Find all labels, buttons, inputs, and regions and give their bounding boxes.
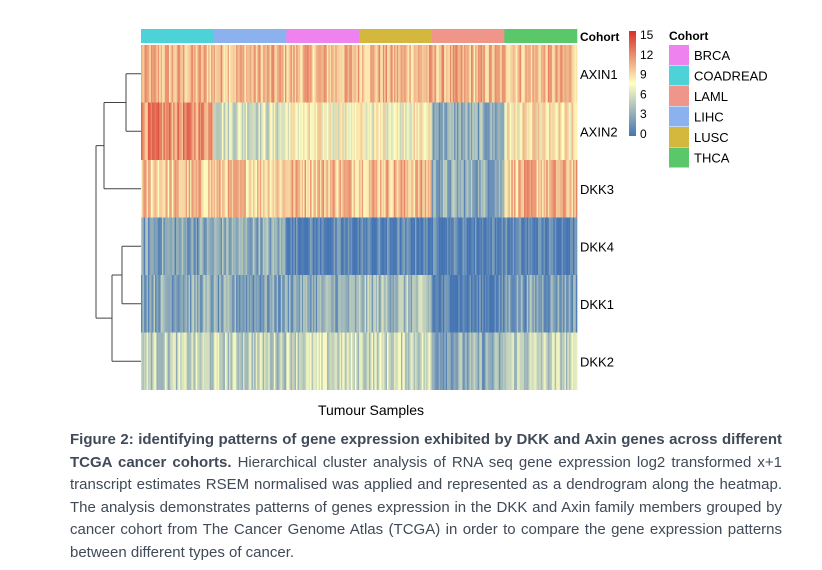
heatmap-cell-dkk4-lihc (213, 217, 287, 275)
legend-label-coadread: COADREAD (694, 69, 768, 84)
heatmap-cell-axin1-lusc (359, 45, 432, 103)
heatmap-cell-dkk2-lihc (213, 332, 287, 390)
heatmap-cell-axin1-laml (431, 45, 505, 103)
heatmap-cell-dkk2-thca (504, 332, 578, 390)
heatmap-cell-axin1-coadread (141, 45, 214, 103)
gene-labels: AXIN1 AXIN2 DKK3 DKK4 DKK1 DKK2 (580, 67, 618, 370)
heatmap-cell-dkk1-brca (286, 275, 360, 333)
heatmap-cell-dkk2-laml (431, 332, 505, 390)
heatmap-cell-dkk4-thca (504, 217, 578, 275)
heatmap-cell-axin2-lusc (359, 102, 432, 160)
heatmap-cell-dkk3-thca (504, 160, 578, 218)
heatmap-cell-dkk1-lihc (213, 275, 287, 333)
heatmap-cell-dkk4-coadread (141, 217, 214, 275)
figure-caption: Figure 2: identifying patterns of gene e… (70, 429, 782, 564)
heatmap-cell-axin2-brca (286, 102, 360, 160)
gene-label-axin1: AXIN1 (580, 67, 618, 82)
legend-swatch-coadread (669, 65, 689, 86)
heatmap-cell-axin1-brca (286, 45, 360, 103)
gene-label-axin2: AXIN2 (580, 124, 618, 139)
legend-swatch-lihc (669, 106, 689, 127)
heatmap-cell-dkk3-lusc (359, 160, 432, 218)
cohort-legend: Cohort BRCA COADREAD LAML LIHC LUSC THCA (669, 29, 768, 168)
heatmap-figure: Cohort AXIN1 AXIN2 DKK3 DKK4 DKK1 DKK2 15 12 9 6… (95, 28, 768, 418)
heatmap-cell-dkk2-coadread (141, 332, 214, 390)
annotation-segment-coadread (141, 29, 214, 43)
legend-label-brca: BRCA (694, 48, 730, 63)
legend-swatch-thca (669, 147, 689, 168)
color-scale-tick: 9 (640, 68, 647, 82)
color-scale-tick: 6 (640, 87, 647, 101)
heatmap-cell-dkk1-laml (431, 275, 505, 333)
color-scale-tick: 3 (640, 107, 647, 121)
legend-swatch-brca (669, 45, 689, 65)
heatmap-cell-dkk2-lusc (359, 332, 432, 390)
heatmap-cell-dkk4-laml (431, 217, 505, 275)
heatmap-cell-dkk3-lihc (213, 160, 287, 218)
row-dendrogram (95, 73, 141, 362)
cohort-legend-title: Cohort (669, 29, 708, 43)
color-scale-legend: 15 12 9 6 3 0 (629, 28, 654, 141)
annotation-segment-thca (504, 29, 578, 43)
annotation-segment-lihc (213, 29, 287, 43)
heatmap-cell-dkk2-brca (286, 332, 360, 390)
annotation-segment-brca (286, 29, 360, 43)
color-scale-tick: 0 (640, 127, 647, 141)
annotation-row-label: Cohort (580, 30, 619, 44)
heatmap-cell-dkk4-lusc (359, 217, 432, 275)
legend-swatch-laml (669, 86, 689, 106)
cohort-annotation-bar (141, 29, 578, 43)
legend-swatch-lusc (669, 127, 689, 147)
heatmap-cell-axin2-lihc (213, 102, 287, 160)
heatmap-cell-axin1-lihc (213, 45, 287, 103)
heatmap-cell-axin2-thca (504, 102, 578, 160)
color-scale-bar (629, 31, 636, 136)
heatmap-cell-dkk1-lusc (359, 275, 432, 333)
color-scale-tick: 12 (640, 48, 654, 62)
gene-label-dkk3: DKK3 (580, 182, 614, 197)
heatmap-cell-dkk4-brca (286, 217, 360, 275)
legend-label-lusc: LUSC (694, 130, 729, 145)
heatmap-cell-dkk3-coadread (141, 160, 214, 218)
gene-label-dkk1: DKK1 (580, 297, 614, 312)
heatmap-cell-dkk3-laml (431, 160, 505, 218)
annotation-segment-lusc (359, 29, 432, 43)
annotation-segment-laml (431, 29, 505, 43)
color-scale-tick: 15 (640, 28, 654, 42)
heatmap-cells (141, 45, 578, 390)
heatmap-cell-axin2-coadread (141, 102, 214, 160)
heatmap-cell-axin1-thca (504, 45, 578, 103)
gene-label-dkk2: DKK2 (580, 354, 614, 369)
legend-label-thca: THCA (694, 151, 730, 166)
heatmap-cell-dkk1-thca (504, 275, 578, 333)
caption-body: Hierarchical cluster analysis of RNA seq… (70, 453, 782, 561)
caption-title: Figure 2: identifying patterns of gene e… (70, 431, 782, 471)
legend-label-laml: LAML (694, 89, 728, 104)
heatmap-cell-dkk3-brca (286, 160, 360, 218)
heatmap-cell-axin2-laml (431, 102, 505, 160)
x-axis-label: Tumour Samples (318, 402, 424, 418)
legend-label-lihc: LIHC (694, 110, 724, 125)
gene-label-dkk4: DKK4 (580, 239, 614, 254)
heatmap-cell-dkk1-coadread (141, 275, 214, 333)
